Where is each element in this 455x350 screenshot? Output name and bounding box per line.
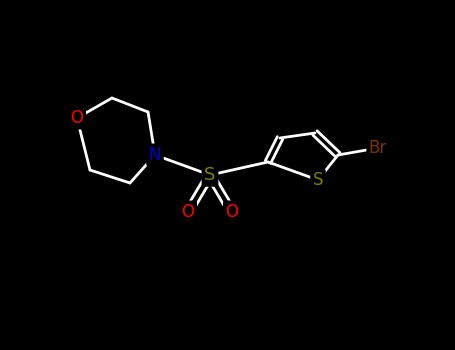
Text: S: S: [204, 166, 216, 184]
Text: O: O: [182, 203, 194, 221]
Text: S: S: [313, 171, 323, 189]
Text: O: O: [71, 109, 84, 127]
Text: Br: Br: [369, 139, 387, 157]
Text: O: O: [226, 203, 238, 221]
Text: N: N: [149, 146, 161, 164]
